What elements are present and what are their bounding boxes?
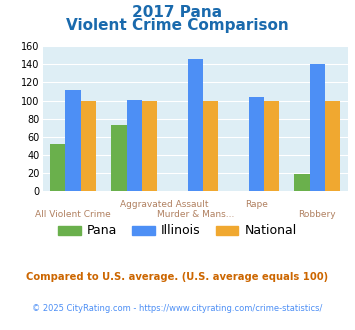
Bar	[325, 101, 340, 191]
Text: Violent Crime Comparison: Violent Crime Comparison	[66, 18, 289, 33]
Text: Aggravated Assault: Aggravated Assault	[120, 200, 209, 209]
Bar	[264, 101, 279, 191]
Bar	[294, 174, 310, 191]
Bar	[50, 144, 66, 191]
Bar	[188, 59, 203, 191]
Legend: Pana, Illinois, National: Pana, Illinois, National	[53, 219, 302, 243]
Bar	[126, 100, 142, 191]
Bar	[66, 90, 81, 191]
Text: Rape: Rape	[245, 200, 268, 209]
Text: 2017 Pana: 2017 Pana	[132, 5, 223, 20]
Text: Murder & Mans...: Murder & Mans...	[157, 210, 234, 218]
Text: Compared to U.S. average. (U.S. average equals 100): Compared to U.S. average. (U.S. average …	[26, 272, 329, 282]
Text: All Violent Crime: All Violent Crime	[35, 210, 111, 218]
Bar	[248, 97, 264, 191]
Text: © 2025 CityRating.com - https://www.cityrating.com/crime-statistics/: © 2025 CityRating.com - https://www.city…	[32, 304, 323, 313]
Bar	[111, 125, 126, 191]
Bar	[81, 101, 96, 191]
Bar	[310, 64, 325, 191]
Bar	[203, 101, 218, 191]
Text: Robbery: Robbery	[299, 210, 336, 218]
Bar	[142, 101, 157, 191]
